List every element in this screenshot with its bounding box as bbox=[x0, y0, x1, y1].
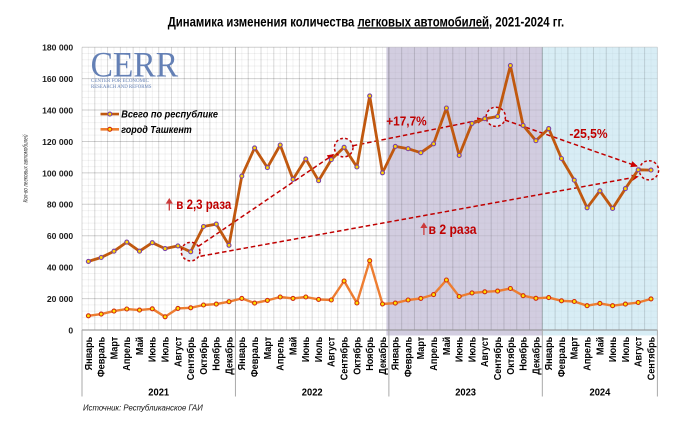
svg-text:2021: 2021 bbox=[148, 387, 169, 399]
svg-text:2024: 2024 bbox=[590, 387, 611, 399]
svg-text:CENTER FOR ECONOMIC: CENTER FOR ECONOMIC bbox=[91, 78, 150, 84]
svg-text:Всего по республике: Всего по республике bbox=[121, 109, 218, 121]
svg-text:Май: Май bbox=[288, 337, 299, 355]
svg-text:в 2 раза: в 2 раза bbox=[429, 221, 477, 237]
svg-text:город Ташкент: город Ташкент bbox=[121, 125, 192, 136]
svg-text:180 000: 180 000 bbox=[42, 43, 73, 53]
svg-text:Июль: Июль bbox=[161, 337, 172, 362]
svg-text:Апрель: Апрель bbox=[583, 337, 594, 371]
svg-text:Июнь: Июнь bbox=[301, 337, 312, 362]
svg-text:Октябрь: Октябрь bbox=[505, 337, 517, 375]
svg-text:Кол-во легковых автомобилей: Кол-во легковых автомобилей bbox=[23, 134, 30, 203]
svg-text:Сентябрь: Сентябрь bbox=[492, 337, 504, 381]
svg-text:Март: Март bbox=[416, 337, 427, 360]
svg-text:100 000: 100 000 bbox=[42, 168, 73, 178]
svg-text:2022: 2022 bbox=[302, 387, 323, 399]
svg-text:Октябрь: Октябрь bbox=[198, 337, 210, 375]
svg-text:Февраль: Февраль bbox=[404, 337, 415, 377]
svg-text:Январь: Январь bbox=[544, 337, 555, 371]
svg-text:Ноябрь: Ноябрь bbox=[364, 337, 376, 371]
svg-text:Март: Март bbox=[109, 337, 120, 360]
svg-text:Динамика изменения количества: Динамика изменения количества легковых а… bbox=[168, 14, 565, 29]
svg-text:Февраль: Февраль bbox=[557, 337, 568, 377]
svg-text:Январь: Январь bbox=[391, 337, 402, 371]
svg-text:60 000: 60 000 bbox=[47, 231, 74, 241]
svg-text:Июнь: Июнь bbox=[608, 337, 619, 362]
svg-text:Апрель: Апрель bbox=[276, 337, 287, 371]
svg-text:Январь: Январь bbox=[84, 337, 95, 371]
svg-text:Август: Август bbox=[480, 337, 491, 367]
svg-text:Июнь: Июнь bbox=[148, 337, 159, 362]
svg-text:Октябрь: Октябрь bbox=[351, 337, 363, 375]
svg-text:+17,7%: +17,7% bbox=[386, 114, 427, 128]
svg-text:0: 0 bbox=[68, 325, 73, 335]
svg-text:2023: 2023 bbox=[455, 387, 476, 399]
svg-text:Декабрь: Декабрь bbox=[377, 337, 389, 375]
svg-text:Май: Май bbox=[135, 337, 146, 355]
svg-text:160 000: 160 000 bbox=[42, 74, 73, 84]
svg-text:Апрель: Апрель bbox=[429, 337, 440, 371]
svg-text:Май: Май bbox=[595, 337, 606, 355]
svg-text:Февраль: Февраль bbox=[250, 337, 261, 377]
svg-text:RESEARCH AND REFORMS: RESEARCH AND REFORMS bbox=[91, 84, 152, 90]
svg-text:20 000: 20 000 bbox=[47, 294, 74, 304]
svg-text:Апрель: Апрель bbox=[122, 337, 133, 371]
svg-text:Декабрь: Декабрь bbox=[223, 337, 235, 375]
svg-text:-25,5%: -25,5% bbox=[569, 127, 607, 141]
svg-text:в 2,3 раза: в 2,3 раза bbox=[176, 196, 231, 212]
svg-text:Август: Август bbox=[173, 337, 184, 367]
svg-text:Декабрь: Декабрь bbox=[530, 337, 542, 375]
svg-text:Сентябрь: Сентябрь bbox=[339, 337, 351, 381]
svg-text:Август: Август bbox=[327, 337, 338, 367]
svg-text:120 000: 120 000 bbox=[42, 137, 73, 147]
svg-text:Июль: Июль bbox=[314, 337, 325, 362]
svg-text:Июль: Июль bbox=[621, 337, 632, 362]
svg-text:80 000: 80 000 bbox=[47, 200, 74, 210]
svg-text:Март: Март bbox=[263, 337, 274, 360]
svg-text:CERR: CERR bbox=[91, 44, 179, 84]
svg-text:Июнь: Июнь bbox=[455, 337, 466, 362]
svg-text:Ноябрь: Ноябрь bbox=[518, 337, 530, 371]
svg-text:Июль: Июль bbox=[467, 337, 478, 362]
svg-text:Сентябрь: Сентябрь bbox=[185, 337, 197, 381]
svg-text:Источник: Республиканское ГАИ: Источник: Республиканское ГАИ bbox=[83, 404, 203, 413]
svg-text:Сентябрь: Сентябрь bbox=[645, 337, 657, 381]
svg-text:140 000: 140 000 bbox=[42, 105, 73, 115]
svg-text:40 000: 40 000 bbox=[47, 263, 74, 273]
svg-text:Январь: Январь bbox=[237, 337, 248, 371]
svg-text:Ноябрь: Ноябрь bbox=[211, 337, 223, 371]
svg-text:Август: Август bbox=[634, 337, 645, 367]
svg-text:Февраль: Февраль bbox=[97, 337, 108, 377]
svg-text:Март: Март bbox=[570, 337, 581, 360]
svg-text:Май: Май bbox=[442, 337, 453, 355]
